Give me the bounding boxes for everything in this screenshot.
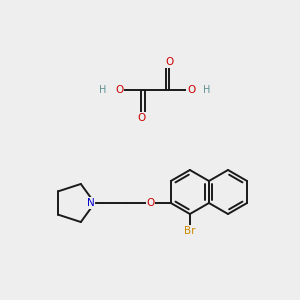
Text: O: O	[115, 85, 123, 95]
Text: O: O	[147, 198, 155, 208]
Text: O: O	[165, 57, 173, 67]
Text: N: N	[87, 198, 95, 208]
Text: H: H	[203, 85, 211, 95]
Text: O: O	[187, 85, 195, 95]
Text: H: H	[99, 85, 107, 95]
Text: Br: Br	[184, 226, 196, 236]
Text: O: O	[137, 113, 145, 123]
